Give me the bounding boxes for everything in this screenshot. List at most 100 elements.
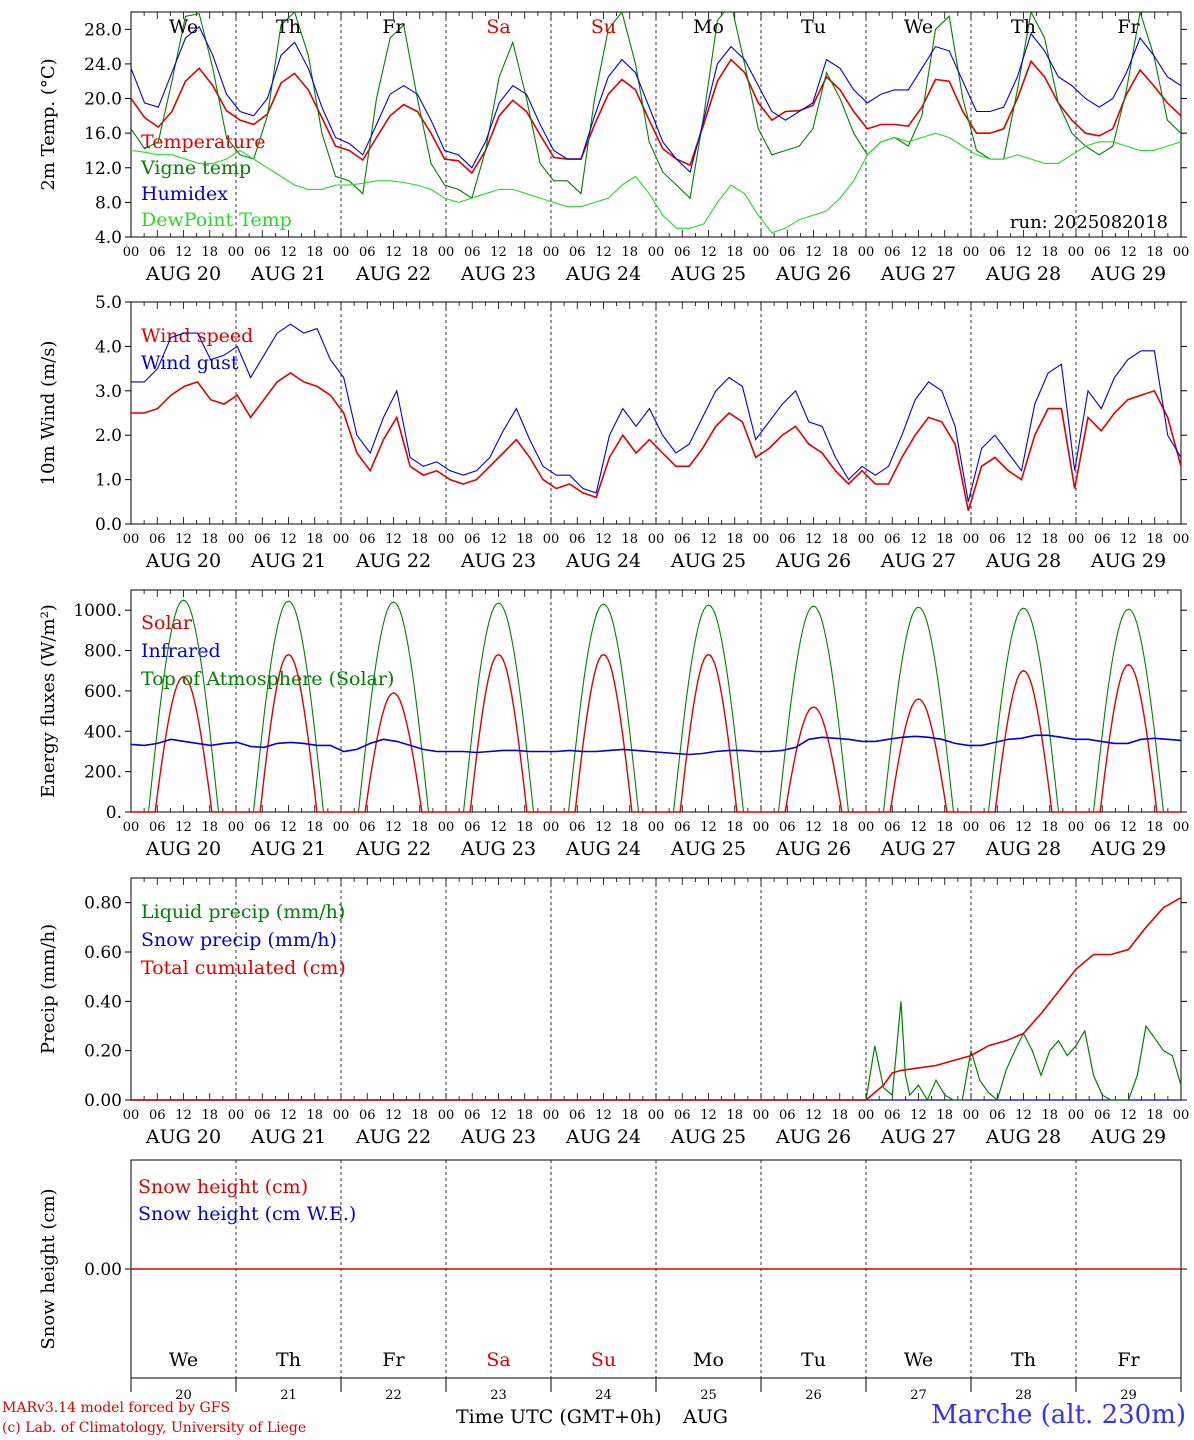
hour-tick-label: 00	[648, 532, 665, 547]
hour-tick-label: 18	[516, 245, 533, 260]
hour-tick-label: 06	[884, 245, 901, 260]
y-tick-label: 0.80	[84, 894, 122, 914]
y-tick-label: 16.0	[84, 124, 122, 144]
hour-tick-label: 00	[333, 1108, 350, 1123]
hour-tick-label: 06	[569, 532, 586, 547]
hour-tick-label: 18	[621, 1108, 638, 1123]
date-label: AUG 27	[880, 550, 956, 572]
y-tick-label: 12.0	[84, 159, 122, 179]
hour-tick-label: 18	[1041, 532, 1058, 547]
hour-tick-label: 00	[123, 532, 140, 547]
date-label: AUG 29	[1090, 838, 1166, 860]
hour-tick-label: 00	[333, 532, 350, 547]
hour-tick-label: 12	[700, 532, 717, 547]
day-number-label: 28	[1015, 1388, 1032, 1403]
hour-tick-label: 12	[280, 1108, 297, 1123]
hour-tick-label: 00	[543, 532, 560, 547]
date-label: AUG 21	[250, 550, 326, 572]
weekday-label-top: Th	[1011, 16, 1036, 38]
hour-tick-label: 12	[490, 1108, 507, 1123]
hour-tick-label: 00	[1173, 245, 1190, 260]
y-tick-label: 20.0	[84, 90, 122, 110]
weekday-label-bottom: Th	[1011, 1349, 1036, 1371]
date-label: AUG 20	[145, 1126, 221, 1148]
legend-entry: Snow height (cm)	[138, 1176, 308, 1198]
date-label: AUG 25	[670, 838, 746, 860]
hour-tick-label: 06	[569, 245, 586, 260]
hour-tick-label: 18	[306, 820, 323, 835]
hour-tick-label: 06	[1094, 532, 1111, 547]
date-label: AUG 29	[1090, 263, 1166, 285]
hour-tick-label: 12	[175, 245, 192, 260]
date-label: AUG 27	[880, 838, 956, 860]
hour-tick-label: 06	[1094, 245, 1111, 260]
hour-tick-label: 12	[595, 532, 612, 547]
weekday-label-bottom: We	[904, 1349, 933, 1371]
hour-tick-label: 18	[936, 1108, 953, 1123]
y-tick-label: 1.0	[95, 471, 122, 491]
hour-tick-label: 12	[805, 532, 822, 547]
hour-tick-label: 12	[595, 1108, 612, 1123]
hour-tick-label: 12	[175, 1108, 192, 1123]
hour-tick-label: 12	[1120, 820, 1137, 835]
hour-tick-label: 18	[201, 820, 218, 835]
hour-tick-label: 00	[648, 245, 665, 260]
hour-tick-label: 00	[753, 820, 770, 835]
legend-entry: Snow precip (mm/h)	[141, 929, 337, 951]
hour-tick-label: 18	[831, 820, 848, 835]
date-label: AUG 25	[670, 263, 746, 285]
hour-tick-label: 12	[1015, 820, 1032, 835]
hour-tick-label: 12	[1015, 245, 1032, 260]
run-annotation: run: 2025082018	[1010, 212, 1168, 233]
hour-tick-label: 18	[1041, 1108, 1058, 1123]
series-line-green	[131, 1001, 1182, 1102]
y-tick-label: 4.0	[95, 337, 122, 357]
weekday-label-bottom: Sa	[486, 1349, 510, 1371]
credit-model: MARv3.14 model forced by GFS	[2, 1400, 231, 1416]
series-line-lightgreen	[131, 132, 1181, 234]
hour-tick-label: 06	[779, 1108, 796, 1123]
date-label: AUG 24	[565, 550, 641, 572]
hour-tick-label: 00	[1068, 1108, 1085, 1123]
hour-tick-label: 06	[779, 245, 796, 260]
hour-tick-label: 06	[359, 245, 376, 260]
hour-tick-label: 00	[1068, 820, 1085, 835]
weekday-label-bottom: We	[169, 1349, 198, 1371]
hour-tick-label: 00	[438, 532, 455, 547]
hour-tick-label: 06	[464, 245, 481, 260]
date-label: AUG 28	[985, 1126, 1061, 1148]
weekday-label-top: Fr	[382, 16, 405, 38]
hour-tick-label: 18	[726, 1108, 743, 1123]
legend-entry: Wind gust	[141, 352, 239, 374]
hour-tick-label: 00	[438, 820, 455, 835]
hour-tick-label: 18	[831, 532, 848, 547]
hour-tick-label: 06	[884, 532, 901, 547]
hour-tick-label: 06	[359, 820, 376, 835]
y-tick-label: 0.00	[84, 1091, 122, 1111]
hour-tick-label: 00	[1173, 820, 1190, 835]
hour-tick-label: 18	[516, 820, 533, 835]
hour-tick-label: 00	[543, 820, 560, 835]
hour-tick-label: 12	[490, 245, 507, 260]
hour-tick-label: 12	[805, 820, 822, 835]
y-tick-label: 0.0	[95, 515, 122, 535]
legend-entry: Infrared	[141, 640, 221, 662]
weekday-label-top: We	[904, 16, 933, 38]
hour-tick-label: 12	[910, 245, 927, 260]
legend-entry: Solar	[141, 612, 193, 634]
legend-entry: Wind speed	[141, 325, 253, 347]
date-label: AUG 27	[880, 1126, 956, 1148]
y-axis-label: 10m Wind (m/s)	[38, 341, 59, 486]
y-tick-label: 5.0	[95, 293, 122, 313]
date-label: AUG 27	[880, 263, 956, 285]
hour-tick-label: 06	[1094, 820, 1111, 835]
date-label: AUG 28	[985, 550, 1061, 572]
hour-tick-label: 06	[674, 245, 691, 260]
hour-tick-label: 12	[175, 820, 192, 835]
hour-tick-label: 18	[1041, 820, 1058, 835]
hour-tick-label: 06	[884, 1108, 901, 1123]
hour-tick-label: 00	[333, 820, 350, 835]
hour-tick-label: 18	[621, 245, 638, 260]
y-tick-label: 2.0	[95, 426, 122, 446]
y-tick-label: 3.0	[95, 382, 122, 402]
